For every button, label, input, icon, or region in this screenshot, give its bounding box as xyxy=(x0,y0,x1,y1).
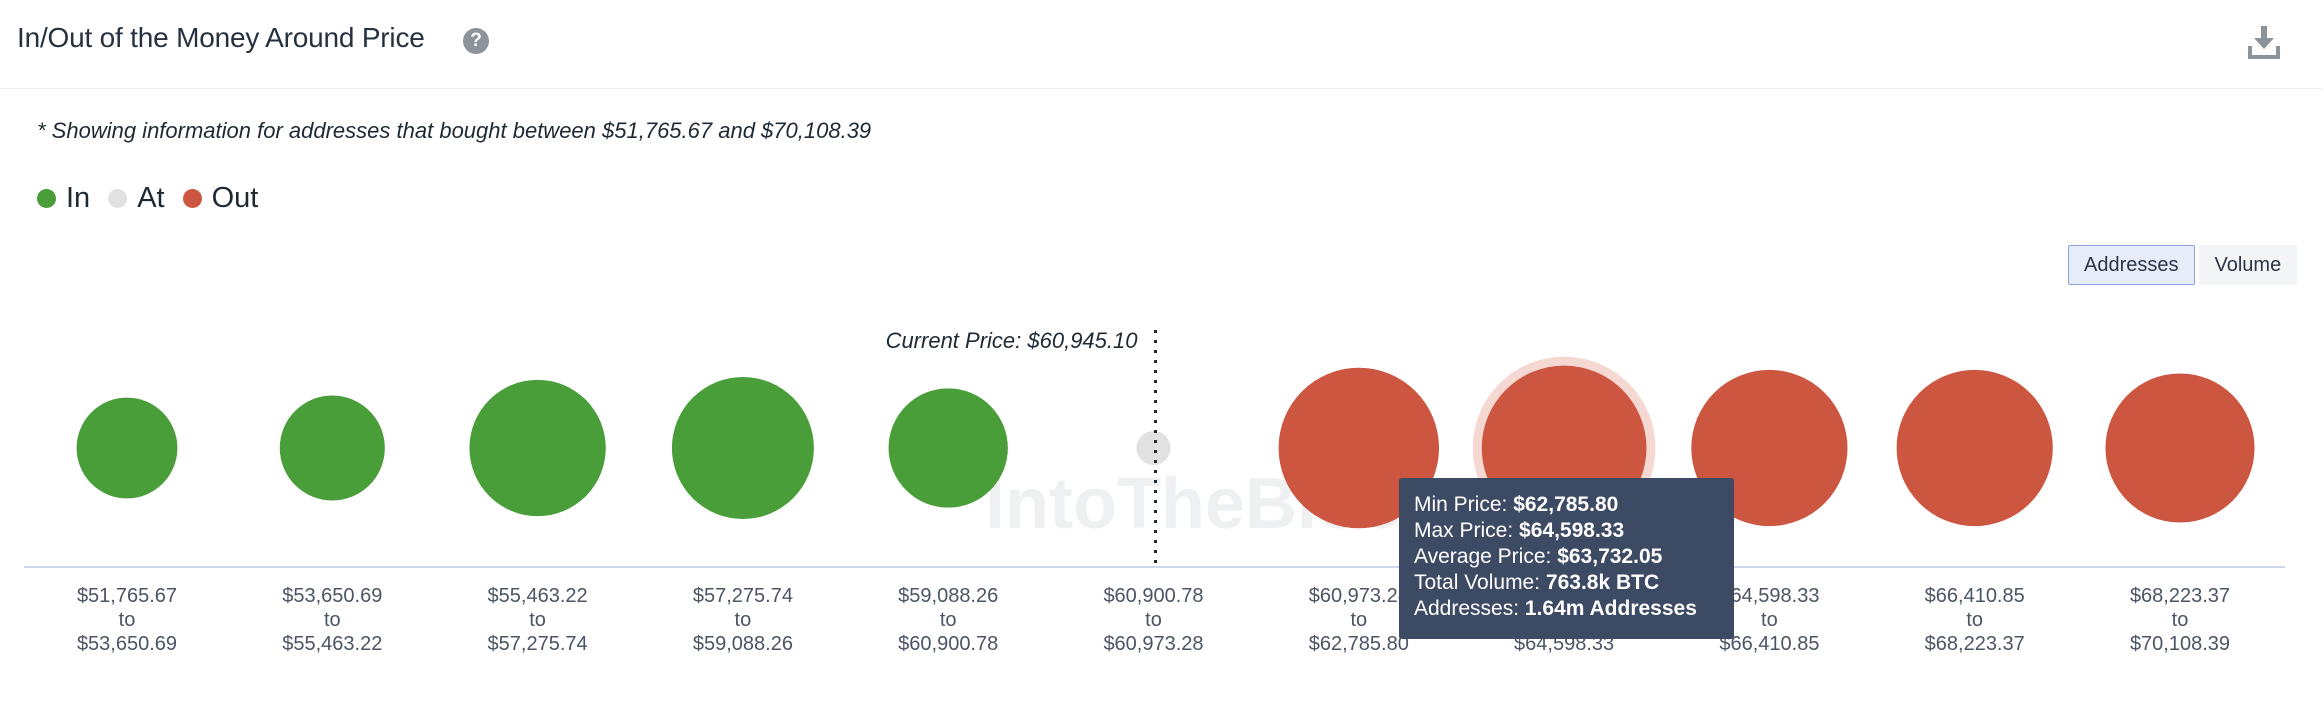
tooltip-max-price: Max Price: $64,598.33 xyxy=(1414,519,1625,542)
tick-label-to-8: $66,410.85 xyxy=(1719,633,1819,655)
question-circle-icon[interactable]: ? xyxy=(463,28,489,54)
legend-swatch-out xyxy=(182,189,202,208)
bubble-in-0[interactable] xyxy=(76,397,178,499)
tick-label-from-1: $53,650.69 xyxy=(282,585,382,607)
range-note: * Showing information for addresses that… xyxy=(37,118,872,143)
legend-label-at: At xyxy=(137,182,165,214)
tick-label-to-2: $57,275.74 xyxy=(488,633,588,655)
metric-toggle: Addresses Volume xyxy=(2068,245,2298,285)
tick-label-to-word-9: to xyxy=(1966,609,1983,631)
chart-title: In/Out of the Money Around Price xyxy=(17,22,425,53)
tooltip-total-volume: Total Volume: 763.8k BTC xyxy=(1414,571,1660,594)
legend-label-in: In xyxy=(66,182,91,214)
tick-label-from-5: $60,900.78 xyxy=(1103,585,1203,607)
tick-label-to-word-1: to xyxy=(324,609,341,631)
tick-label-from-3: $57,275.74 xyxy=(693,585,793,607)
volume-button[interactable]: Volume xyxy=(2198,245,2298,285)
tick-label-to-word-4: to xyxy=(940,609,957,631)
bubble-out-10[interactable] xyxy=(2105,373,2255,523)
tick-label-from-10: $68,223.37 xyxy=(2130,585,2230,607)
tick-label-to-word-3: to xyxy=(735,609,752,631)
tick-label-to-word-5: to xyxy=(1145,609,1162,631)
bubble-out-6[interactable] xyxy=(1278,367,1440,529)
tick-label-to-6: $62,785.80 xyxy=(1309,633,1409,655)
legend-item-in[interactable]: In xyxy=(37,182,90,215)
chart-header: In/Out of the Money Around Price ? xyxy=(0,0,2322,89)
tooltip-min-price: Min Price: $62,785.80 xyxy=(1414,493,1619,516)
legend-item-out[interactable]: Out xyxy=(182,182,259,215)
legend-swatch-at xyxy=(108,189,128,208)
current-price-label: Current Price: $60,945.10 xyxy=(886,328,1139,353)
tick-label-to-word-6: to xyxy=(1350,609,1367,631)
tick-label-to-word-8: to xyxy=(1761,609,1778,631)
tick-label-to-1: $55,463.22 xyxy=(282,633,382,655)
bubble-in-4[interactable] xyxy=(888,388,1008,508)
bubble-at-5[interactable] xyxy=(1136,430,1171,466)
bubble-chart: IntoTheBlock$51,765.67to$53,650.69$53,65… xyxy=(24,328,2285,655)
bubble-tooltip: Min Price: $62,785.80 Max Price: $64,598… xyxy=(1399,478,1734,639)
tooltip-average-price: Average Price: $63,732.05 xyxy=(1414,545,1663,568)
bubble-in-3[interactable] xyxy=(671,377,814,519)
tick-label-from-4: $59,088.26 xyxy=(898,585,998,607)
addresses-button[interactable]: Addresses xyxy=(2068,245,2195,285)
tick-label-to-3: $59,088.26 xyxy=(693,633,793,655)
tick-label-to-4: $60,900.78 xyxy=(898,633,998,655)
tick-label-from-6: $60,973.28 xyxy=(1309,585,1409,607)
tick-label-from-8: $64,598.33 xyxy=(1719,585,1819,607)
download-icon[interactable] xyxy=(2246,24,2282,60)
tooltip-addresses: Addresses: 1.64m Addresses xyxy=(1414,597,1697,620)
tick-label-to-0: $53,650.69 xyxy=(77,633,177,655)
legend-swatch-in xyxy=(37,189,56,208)
tick-label-to-word-0: to xyxy=(119,609,136,631)
legend-label-out: Out xyxy=(211,182,259,214)
legend-item-at[interactable]: At xyxy=(108,182,165,215)
tick-label-to-10: $70,108.39 xyxy=(2130,633,2230,655)
tick-label-from-2: $55,463.22 xyxy=(488,585,588,607)
bubble-out-9[interactable] xyxy=(1896,369,2053,527)
tick-label-to-word-10: to xyxy=(2172,609,2189,631)
chart-legend: In At Out xyxy=(37,182,276,215)
tick-label-to-9: $68,223.37 xyxy=(1925,633,2025,655)
tick-label-to-5: $60,973.28 xyxy=(1103,633,1203,655)
tick-label-to-word-2: to xyxy=(529,609,546,631)
tick-label-from-0: $51,765.67 xyxy=(77,585,177,607)
tick-label-from-9: $66,410.85 xyxy=(1925,585,2025,607)
bubble-in-1[interactable] xyxy=(279,395,385,501)
bubble-in-2[interactable] xyxy=(469,379,606,517)
